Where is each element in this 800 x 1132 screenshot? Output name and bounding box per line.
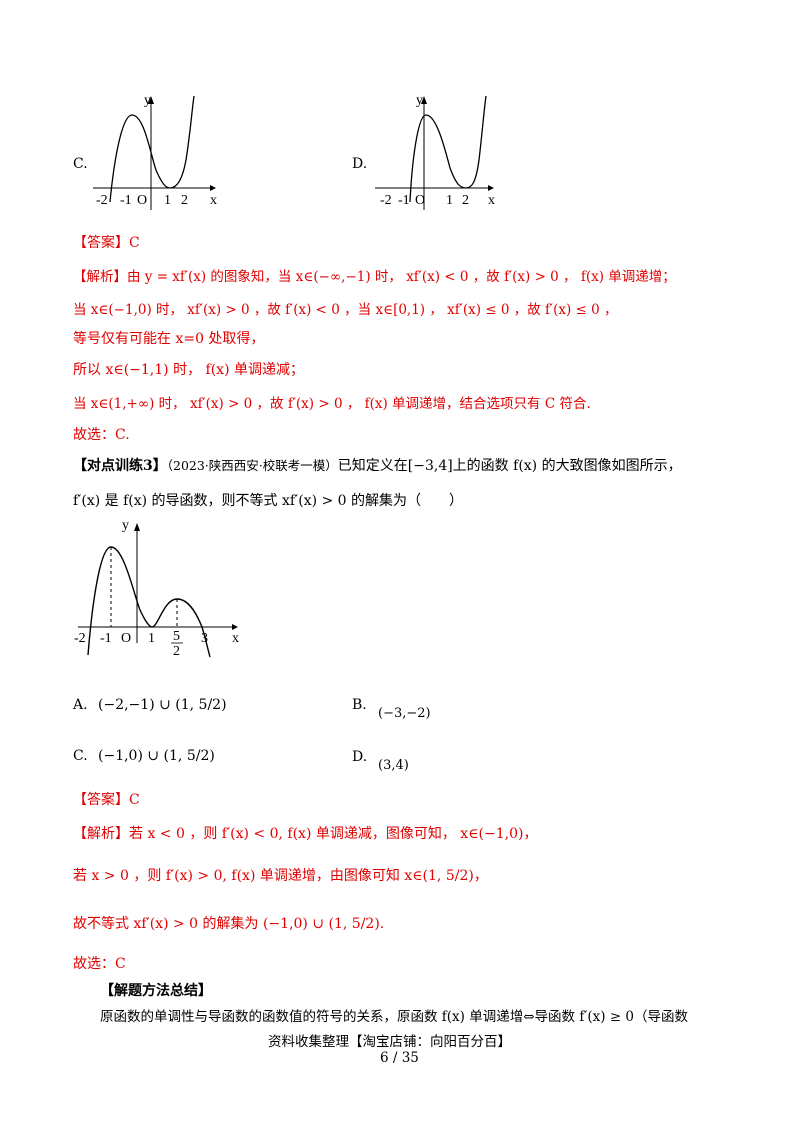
q3-title: 【对点训练3】	[73, 458, 167, 474]
x-label: x	[488, 193, 495, 208]
q3-analysis-line2: 若 x > 0 ，则 f′(x) > 0, f(x) 单调递增，由图像可知 x∈…	[73, 868, 488, 884]
option-d-text: (3,4)	[378, 758, 409, 773]
tick-label: 1	[148, 631, 155, 646]
curve	[409, 95, 487, 203]
q3-stem-line2: f′(x) 是 f(x) 的导函数，则不等式 xf′(x) > 0 的解集为（ …	[73, 493, 464, 509]
y-label: y	[144, 93, 151, 108]
tick-label: 1	[446, 193, 453, 208]
summary-title: 【解题方法总结】	[100, 983, 212, 999]
q2-analysis-line1: 【解析】由 y = xf′(x) 的图象知，当 x∈(−∞,−1) 时， xf′…	[73, 269, 676, 285]
tick-label: -2	[96, 193, 108, 208]
option-a-text: (−2,−1) ∪ (1, 5/2)	[98, 697, 227, 713]
graph-q3: y x O -2 -1 1 5 2 3	[74, 518, 239, 659]
q2-analysis-line5: 当 x∈(1,+∞) 时， xf′(x) > 0 ，故 f′(x) > 0 ， …	[73, 396, 591, 412]
curve	[109, 95, 195, 203]
q2-analysis-line3: 等号仅有可能在 x=0 处取得，	[73, 331, 265, 347]
tick-label: -2	[74, 631, 86, 646]
q3-stem-line1: 已知定义在[−3,4]上的函数 f(x) 的大致图像如图所示，	[337, 458, 682, 474]
graph-d: y x O -2 -1 1 2	[375, 93, 495, 210]
tick-label: 2	[462, 193, 469, 208]
tick-label: 1	[164, 193, 171, 208]
q3-choice: 故选：C	[73, 956, 126, 972]
tick-label: -1	[120, 193, 132, 208]
origin-label: O	[121, 631, 131, 646]
y-label: y	[416, 93, 423, 108]
summary-text: 原函数的单调性与导函数的函数值的符号的关系，原函数 f(x) 单调递增⇔导函数 …	[100, 1009, 689, 1025]
q2-answer: 【答案】C	[73, 235, 140, 251]
option-c-label: C.	[73, 748, 88, 764]
graph-c: y x O -2 -1 1 2	[93, 93, 217, 210]
page-number: 6 / 35	[380, 1050, 419, 1066]
q3-answer: 【答案】C	[73, 792, 140, 808]
q3-analysis-line3: 故不等式 xf′(x) > 0 的解集为 (−1,0) ∪ (1, 5/2).	[73, 916, 385, 932]
option-c-label: C.	[73, 156, 88, 172]
tick-label: -2	[380, 193, 392, 208]
curve	[87, 546, 211, 658]
x-label: x	[210, 193, 217, 208]
x-label: x	[232, 631, 239, 646]
q3-source: （2023·陕西西安·校联考一模）	[166, 458, 338, 473]
origin-label: O	[415, 193, 425, 208]
option-c-text: (−1,0) ∪ (1, 5/2)	[98, 748, 215, 764]
q2-analysis-line4: 所以 x∈(−1,1) 时， f(x) 单调递减；	[73, 362, 304, 378]
footer-source: 资料收集整理【淘宝店铺：向阳百分百】	[268, 1034, 511, 1050]
q2-analysis-line2: 当 x∈(−1,0) 时， xf′(x) > 0 ，故 f′(x) < 0 ，当…	[73, 302, 618, 318]
origin-label: O	[137, 193, 147, 208]
option-b-label: B.	[352, 697, 367, 713]
tick-label: 2	[181, 193, 188, 208]
option-d-label: D.	[352, 156, 368, 172]
tick-label: 2	[173, 644, 180, 659]
option-b-text: (−3,−2)	[378, 706, 431, 721]
tick-label: -1	[100, 631, 112, 646]
q3-analysis-line1: 【解析】若 x < 0 ，则 f′(x) < 0, f(x) 单调递减，图像可知…	[73, 826, 538, 842]
option-a-label: A.	[73, 697, 88, 713]
tick-label: 5	[173, 629, 180, 644]
q2-choice: 故选：C.	[73, 427, 130, 443]
tick-label: -1	[398, 193, 410, 208]
tick-label: 3	[201, 631, 208, 646]
option-d-label: D.	[352, 749, 368, 765]
y-label: y	[122, 518, 129, 533]
